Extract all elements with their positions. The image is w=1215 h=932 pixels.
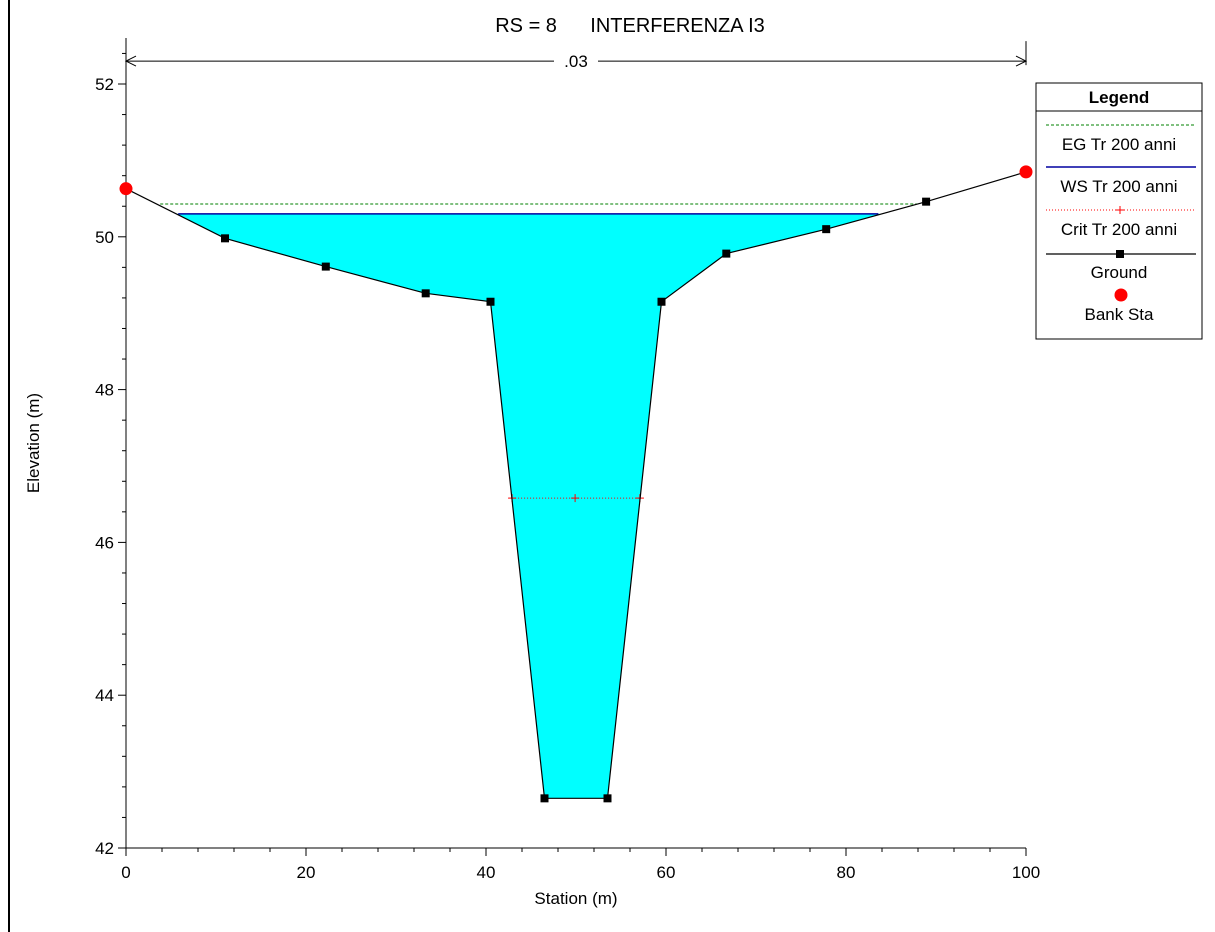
ground-point — [540, 794, 549, 803]
ground-point — [221, 234, 229, 243]
y-tick-label: 50 — [95, 228, 114, 247]
legend-ground-marker — [1116, 250, 1124, 258]
y-tick-label: 42 — [95, 839, 114, 858]
x-tick-label: 100 — [1012, 863, 1040, 882]
axes-layer — [125, 38, 1026, 849]
x-tick-label: 60 — [657, 863, 676, 882]
x-tick-label: 0 — [121, 863, 130, 882]
water-area — [176, 213, 882, 799]
y-tick-label: 48 — [95, 381, 114, 400]
legend-crit-label: Crit Tr 200 anni — [1061, 220, 1177, 239]
water-area-layer — [176, 213, 882, 799]
ground-point — [421, 289, 430, 298]
legend-ws-label: WS Tr 200 anni — [1060, 177, 1177, 196]
legend-bank-label: Bank Sta — [1085, 305, 1155, 324]
legend: Legend EG Tr 200 anni WS Tr 200 anni Cri… — [1035, 82, 1203, 340]
ground-point — [822, 225, 831, 234]
bank-station-point — [119, 182, 133, 196]
manning-n-span: .03 — [124, 41, 1028, 71]
x-tick-label: 40 — [477, 863, 496, 882]
x-axis-label: Station (m) — [534, 889, 617, 908]
x-tick-label: 20 — [297, 863, 316, 882]
series-layer — [119, 165, 1033, 803]
ground-point — [603, 794, 612, 803]
legend-ground-label: Ground — [1091, 263, 1148, 282]
chart-title: RS = 8 INTERFERENZA I3 — [495, 15, 765, 37]
crit-marker — [571, 494, 580, 503]
ground-point — [321, 262, 330, 271]
ground-point — [657, 297, 666, 306]
y-tick-label: 52 — [95, 75, 114, 94]
y-tick-label: 46 — [95, 533, 114, 552]
ground-point — [486, 297, 495, 306]
legend-crit-marker — [1116, 206, 1124, 214]
y-tick-label: 44 — [95, 686, 114, 705]
ticks-layer: 0 20 40 60 80 100 42 44 46 48 50 52 — [95, 52, 1040, 882]
bank-station-point — [1019, 165, 1033, 179]
ground-point — [922, 197, 931, 206]
y-axis-label: Elevation (m) — [24, 393, 43, 493]
legend-title: Legend — [1089, 88, 1149, 107]
manning-n-label: .03 — [564, 52, 588, 71]
legend-eg-label: EG Tr 200 anni — [1062, 135, 1176, 154]
ground-point — [722, 249, 731, 258]
ground-line — [125, 171, 1027, 799]
x-tick-label: 80 — [837, 863, 856, 882]
legend-bank-marker — [1114, 288, 1128, 302]
